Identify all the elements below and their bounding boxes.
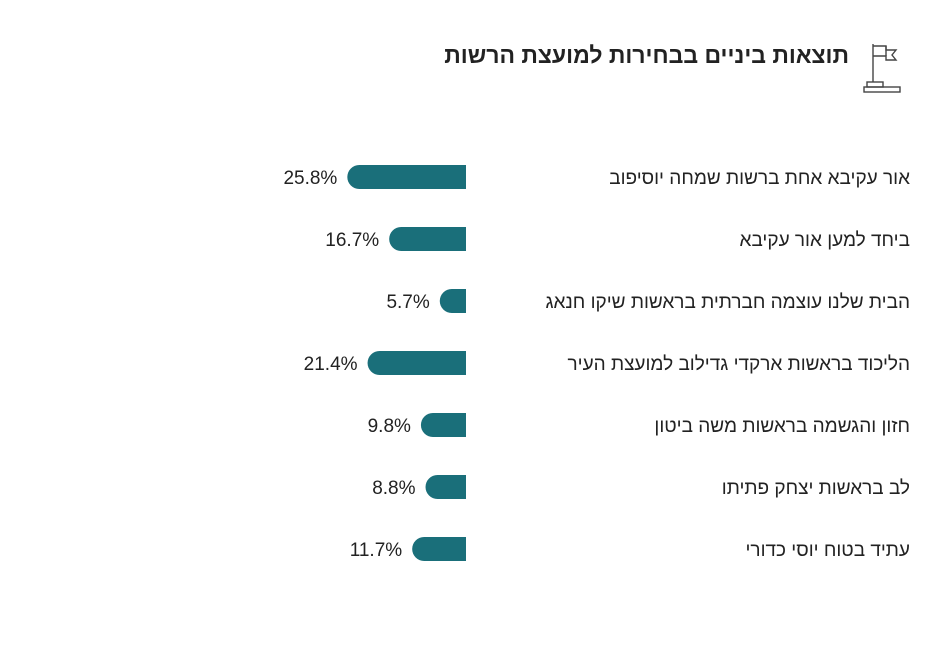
value-label: 16.7% [325, 230, 379, 251]
bar [439, 289, 466, 313]
value-label: 21.4% [304, 354, 358, 375]
category-label: ביחד למען אור עקיבא [740, 230, 910, 251]
value-label: 5.7% [386, 292, 429, 313]
value-label: 8.8% [372, 478, 415, 499]
chart-header: תוצאות ביניים בבחירות למועצת הרשות [0, 38, 939, 98]
value-label: 11.7% [350, 540, 403, 561]
bar [389, 227, 466, 251]
bar [412, 537, 466, 561]
category-label: לב בראשות יצחק פתיתו [722, 478, 910, 499]
chart-title: תוצאות ביניים בבחירות למועצת הרשות [444, 42, 849, 68]
category-label: חזון והגשמה בראשות משה ביטון [654, 416, 910, 437]
category-label: הבית שלנו עוצמה חברתית בראשות שיקו חנאג [545, 292, 910, 313]
bar [347, 165, 466, 189]
value-label: 9.8% [368, 416, 411, 437]
category-label: עתיד בטוח יוסי כדורי [746, 540, 911, 561]
bar [420, 413, 466, 437]
category-label: הליכוד בראשות ארקדי גדילוב למועצת העיר [567, 354, 910, 375]
category-label: אור עקיבא אחת ברשות שמחה יוסיפוב [609, 168, 910, 189]
bar [367, 351, 466, 375]
value-label: 25.8% [283, 168, 337, 189]
bar [425, 475, 466, 500]
flag-on-podium-icon [863, 44, 901, 93]
